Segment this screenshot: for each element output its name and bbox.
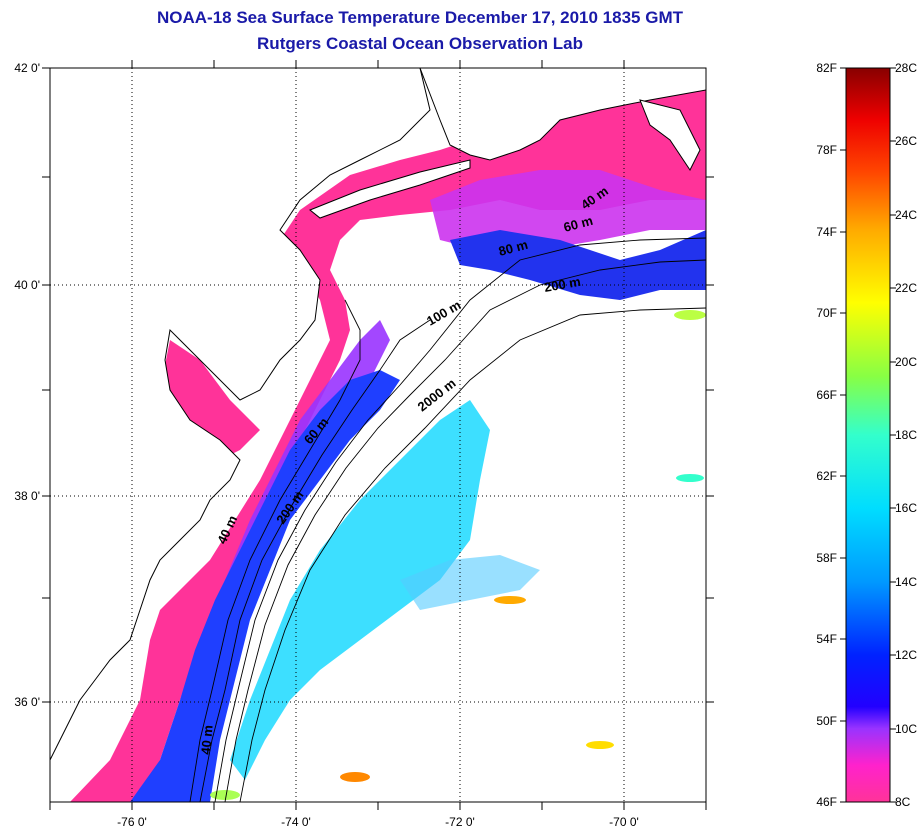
colorbar-f-label: 82F — [816, 61, 837, 75]
latitude-label: 40 0' — [14, 278, 40, 292]
latitude-label: 38 0' — [14, 489, 40, 503]
colorbar-c-label: 26C — [895, 134, 917, 148]
contour-label: 100 m — [424, 297, 463, 328]
contour-label: 60 m — [562, 213, 595, 235]
colorbar-c-label: 24C — [895, 208, 917, 222]
contour-40m — [189, 299, 361, 802]
contour-label: 200 m — [543, 274, 582, 295]
colorbar-f-label: 74F — [816, 225, 837, 239]
sst-warm-patch-5 — [674, 310, 706, 320]
sst-ne-purple-water — [430, 170, 706, 250]
colorbar-celsius-labels: 28C 26C 24C 22C 20C 18C 16C 14C 12C 10C … — [895, 61, 917, 809]
coastline-long-island — [309, 159, 471, 219]
axis-ticks — [42, 60, 714, 810]
sst-warm-patch-6 — [210, 790, 240, 800]
colorbar-f-label: 54F — [816, 632, 837, 646]
colorbar-f-label: 58F — [816, 551, 837, 565]
sst-offshore-scatter — [400, 555, 540, 610]
graticule — [50, 68, 706, 802]
sst-cold-shelf-water — [70, 72, 706, 802]
colorbar — [845, 67, 891, 803]
colorbar-c-label: 18C — [895, 428, 917, 442]
contour-60m — [199, 319, 431, 802]
bathymetry-contours — [189, 237, 706, 802]
sst-offshore-warm-water — [230, 400, 490, 780]
map-title: NOAA-18 Sea Surface Temperature December… — [157, 8, 683, 27]
colorbar-fahrenheit-labels: 82F 78F 74F 70F 66F 62F 58F 54F 50F 46F — [816, 61, 837, 809]
colorbar-f-label: 70F — [816, 306, 837, 320]
sst-warm-patch-3 — [494, 596, 526, 604]
coastline-mid-atlantic — [50, 68, 431, 761]
sst-warm-patch-1 — [340, 772, 370, 782]
sst-shelf-break-water — [130, 370, 400, 802]
colorbar-c-label: 8C — [895, 795, 911, 809]
longitude-label: -70 0' — [609, 815, 639, 829]
map-subtitle: Rutgers Coastal Ocean Observation Lab — [257, 34, 583, 53]
colorbar-c-label: 16C — [895, 501, 917, 515]
coastline-cape-cod — [639, 99, 701, 171]
contour-label: 2000 m — [415, 375, 459, 414]
colorbar-c-label: 14C — [895, 575, 917, 589]
longitude-label: -72 0' — [445, 815, 475, 829]
contour-200m — [224, 259, 706, 802]
sst-ne-blue-water — [450, 230, 706, 300]
sst-map-layer — [50, 68, 706, 802]
contour-2000m — [239, 307, 706, 802]
colorbar-ticks — [840, 67, 896, 803]
colorbar-f-label: 50F — [816, 714, 837, 728]
colorbar-f-label: 66F — [816, 388, 837, 402]
colorbar-c-label: 12C — [895, 648, 917, 662]
colorbar-c-label: 20C — [895, 355, 917, 369]
contour-100m — [214, 237, 706, 802]
latitude-label: 36 0' — [14, 695, 40, 709]
colorbar-c-label: 22C — [895, 281, 917, 295]
coastline-new-england — [419, 68, 706, 161]
colorbar-f-label: 78F — [816, 143, 837, 157]
colorbar-c-label: 28C — [895, 61, 917, 75]
longitude-label: -76 0' — [117, 815, 147, 829]
latitude-label: 42 0' — [14, 61, 40, 75]
contour-label: 40 m — [198, 724, 216, 755]
sst-warm-patch-4 — [676, 474, 704, 482]
colorbar-f-label: 46F — [816, 795, 837, 809]
colorbar-f-label: 62F — [816, 469, 837, 483]
longitude-label: -74 0' — [281, 815, 311, 829]
sst-warm-patch-2 — [586, 741, 614, 749]
colorbar-c-label: 10C — [895, 722, 917, 736]
contour-label: 80 m — [497, 237, 530, 259]
